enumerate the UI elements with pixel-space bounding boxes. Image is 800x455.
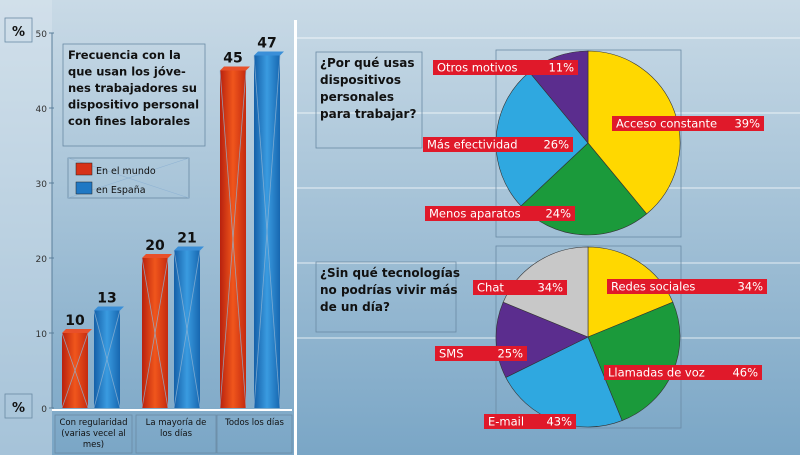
- pie-label-value-2-2: 43%: [546, 415, 572, 429]
- x-category-label-0-0: Con regularidad: [60, 418, 128, 428]
- pie-label-value-1-1: 24%: [545, 207, 571, 221]
- x-category-label-0-1: (varias vecel al: [61, 429, 126, 439]
- y-tick-label-5: 50: [36, 30, 48, 40]
- pie1-title-line-3: para trabajar?: [320, 107, 416, 121]
- y-axis-unit-top: %: [12, 25, 25, 40]
- pie2-title-box: [315, 261, 457, 333]
- y-unit-box-bottom: [4, 393, 33, 419]
- pie1-title-line-0: ¿Por qué usas: [320, 56, 414, 70]
- bar-top-1-0: [94, 306, 124, 311]
- pie-label-name-2-1: Llamadas de voz: [608, 366, 705, 380]
- pie-label-bg-2-3: [435, 346, 527, 361]
- x-category-label-0-2: mes): [83, 440, 104, 450]
- pie-label-value-2-3: 25%: [497, 347, 523, 361]
- pie-label-value-1-3: 11%: [548, 61, 574, 75]
- pie-label-name-1-3: Otros motivos: [437, 61, 518, 75]
- bar-cross-b-0-1: [141, 257, 169, 409]
- bar-value-label-1-2: 47: [257, 36, 276, 52]
- pie-label-value-2-1: 46%: [732, 366, 758, 380]
- pie-label-value-2-4: 34%: [537, 281, 563, 295]
- pie1-title-line-1: dispositivos: [320, 73, 401, 87]
- pie-label-bg-1-1: [425, 206, 575, 221]
- bar-top-0-2: [220, 66, 250, 71]
- bar-value-label-1-0: 13: [97, 291, 116, 307]
- pie-label-value-1-2: 26%: [543, 138, 569, 152]
- pie-label-bg-2-1: [604, 365, 762, 380]
- pie-label-bg-1-2: [423, 137, 573, 152]
- bar-value-label-0-0: 10: [65, 313, 85, 329]
- bar-title-line-3: dispositivo personal: [68, 98, 199, 112]
- pie-label-value-2-0: 34%: [737, 280, 763, 294]
- bar-value-label-1-1: 21: [177, 231, 196, 247]
- bar-cross-b-1-1: [173, 250, 201, 409]
- y-tick-label-1: 10: [36, 330, 48, 340]
- bar-value-label-0-1: 20: [145, 238, 165, 254]
- pie-label-name-1-0: Acceso constante: [616, 117, 717, 131]
- pie-label-value-1-0: 39%: [734, 117, 760, 131]
- bar-title-box: [62, 43, 206, 147]
- pie-label-bg-2-2: [484, 414, 576, 429]
- bar-cross-b-1-2: [253, 55, 281, 409]
- pie-label-name-2-0: Redes sociales: [611, 280, 695, 294]
- pie2-title-line-1: no podrías vivir más: [320, 283, 458, 297]
- pie-label-name-1-1: Menos aparatos: [429, 207, 521, 221]
- legend-swatch-espana: [75, 181, 93, 195]
- legend-label-espana: en España: [96, 185, 146, 196]
- bar-chart: 0 10 20 30 40 50%% 10 20 45 13 21 47 Con regularidad…: [4, 17, 293, 454]
- bar-title-line-0: Frecuencia con la: [68, 48, 181, 62]
- bar-cross-b-0-0: [61, 332, 89, 409]
- bar-value-label-0-2: 45: [223, 51, 242, 67]
- y-unit-box-top: [4, 17, 33, 43]
- pie-label-name-2-3: SMS: [439, 347, 464, 361]
- bar-top-0-1: [142, 254, 172, 258]
- pie-chart-technologies: Redes sociales 34% Llamadas de voz 46% E-mai…: [315, 245, 767, 429]
- x-category-label-1-0: La mayoría de: [146, 418, 207, 428]
- pie-slice-1-0: [587, 50, 681, 215]
- pie-chart-reasons: Acceso constante 39% Menos aparatos 24% Más …: [315, 49, 764, 238]
- category-box-1: [135, 414, 217, 454]
- y-tick-label-4: 40: [36, 105, 48, 115]
- x-category-label-1-1: los días: [160, 429, 193, 439]
- pie-label-name-2-2: E-mail: [488, 415, 524, 429]
- bar-cross-b-0-2: [219, 70, 247, 409]
- bar-top-0-0: [62, 329, 92, 333]
- y-axis-unit-bottom: %: [12, 401, 25, 416]
- bar-title-line-1: que usan los jóve-: [68, 65, 186, 79]
- pie-label-bg-1-0: [612, 116, 764, 131]
- left-axis-strip: [0, 0, 52, 455]
- pie-label-name-1-2: Más efectividad: [427, 138, 518, 152]
- pie2-title-line-2: de un día?: [320, 300, 390, 314]
- category-box-0: [54, 414, 133, 454]
- pie2-title-line-0: ¿Sin qué tecnologías: [320, 266, 460, 280]
- pie-label-bg-2-4: [473, 280, 567, 295]
- y-tick-label-3: 30: [36, 180, 48, 190]
- legend-box: [67, 157, 190, 199]
- legend-label-mundo: En el mundo: [96, 166, 156, 177]
- bar-title-line-4: con fines laborales: [68, 114, 190, 128]
- pie1-title-box: [315, 51, 423, 149]
- pie-label-bg-1-3: [433, 60, 578, 75]
- pie1-title-line-2: personales: [320, 90, 394, 104]
- bar-title-line-2: nes trabajadores su: [68, 81, 197, 95]
- category-box-2: [216, 414, 293, 454]
- bar-cross-b-1-0: [93, 310, 121, 409]
- bar-top-1-1: [174, 246, 204, 251]
- x-category-label-2-0: Todos los días: [224, 418, 284, 428]
- bar-top-1-2: [254, 51, 284, 56]
- y-tick-label-0: 0: [41, 405, 47, 415]
- column-divider: [294, 20, 297, 455]
- pie-label-bg-2-0: [607, 279, 767, 294]
- y-tick-label-2: 20: [36, 255, 48, 265]
- pie-label-name-2-4: Chat: [477, 281, 504, 295]
- legend-swatch-mundo: [75, 162, 93, 176]
